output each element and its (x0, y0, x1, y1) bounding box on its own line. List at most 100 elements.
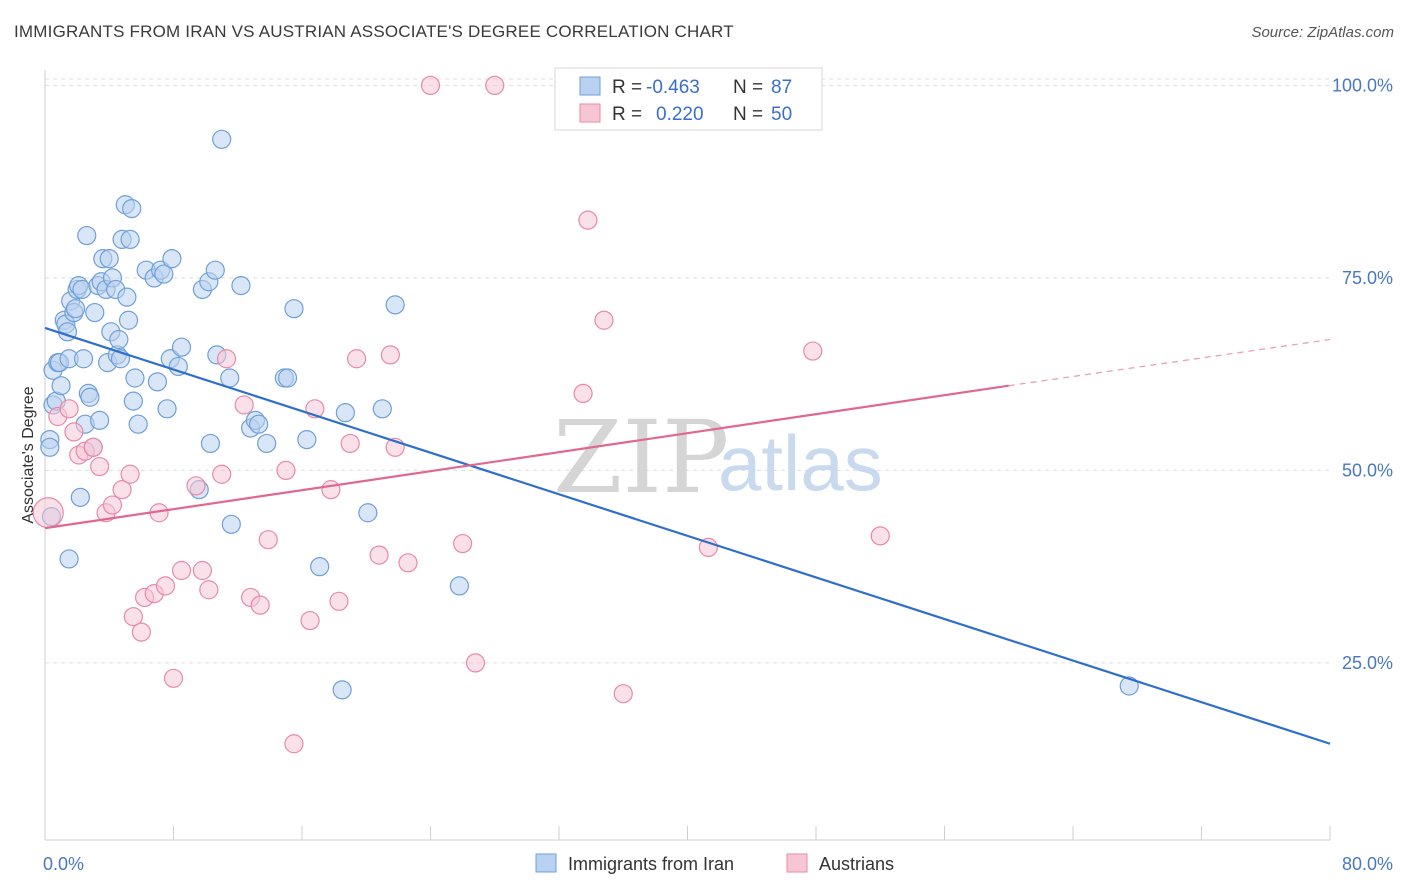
point-iran (154, 264, 174, 284)
point-iran (372, 399, 392, 419)
bottom-legend-swatch-iran (535, 853, 557, 873)
point-austrians (465, 653, 486, 673)
x-tick-label-min: 0.0% (43, 854, 84, 874)
point-austrians (340, 433, 360, 454)
y-tick-label: 50.0% (1342, 460, 1393, 480)
point-austrians (870, 526, 890, 546)
point-austrians (186, 476, 206, 496)
point-iran (122, 199, 142, 219)
point-iran (77, 225, 97, 246)
point-austrians (59, 399, 79, 419)
point-iran (147, 372, 168, 392)
point-austrians (216, 349, 237, 369)
legend-n-label-1: N = (733, 77, 763, 98)
point-iran (80, 387, 100, 407)
point-iran (85, 302, 105, 323)
point-austrians (212, 464, 232, 484)
point-austrians (102, 495, 123, 515)
point-iran (385, 295, 405, 315)
chart-title: IMMIGRANTS FROM IRAN VS AUSTRIAN ASSOCIA… (14, 22, 734, 41)
bottom-legend-swatch-austrians (786, 853, 808, 873)
gridlines (45, 78, 1330, 664)
trend-lines (44, 326, 1331, 745)
point-iran (231, 276, 251, 296)
point-iran (162, 249, 182, 269)
point-iran (335, 403, 355, 423)
point-iran (249, 414, 269, 434)
trend-line-iran (44, 326, 1331, 745)
y-tick-label: 75.0% (1342, 268, 1393, 288)
point-austrians (123, 607, 143, 627)
point-iran (221, 514, 241, 534)
data-points (32, 75, 1139, 754)
point-austrians (594, 310, 614, 330)
point-iran (220, 368, 240, 388)
point-iran (310, 557, 330, 577)
point-iran (212, 129, 232, 149)
trend-line-austrians-extension (1008, 338, 1331, 387)
point-iran (90, 410, 110, 430)
point-iran (284, 299, 304, 319)
point-iran (157, 399, 177, 419)
point-austrians (276, 460, 296, 480)
point-iran (73, 349, 94, 369)
point-iran (99, 249, 119, 269)
point-iran (277, 368, 298, 388)
x-tick-label-max: 80.0% (1342, 854, 1393, 874)
point-iran (168, 356, 188, 377)
bottom-legend-label-austrians: Austrians (819, 854, 894, 874)
y-axis-label: Associate's Degree (20, 386, 37, 523)
point-austrians (112, 480, 132, 500)
watermark: ZIP atlas (553, 399, 883, 516)
point-austrians (613, 684, 633, 704)
point-iran (205, 260, 225, 280)
watermark-atlas: atlas (718, 419, 883, 507)
point-iran (65, 299, 86, 319)
point-austrians (398, 553, 418, 573)
point-iran (120, 229, 140, 249)
point-austrians (803, 341, 823, 361)
y-tick-label: 25.0% (1342, 653, 1393, 673)
point-austrians (420, 75, 441, 96)
chart-source: Source: ZipAtlas.com (1251, 24, 1394, 41)
point-austrians (258, 530, 278, 550)
legend-swatch-blue (579, 76, 601, 96)
point-austrians (578, 210, 598, 230)
point-austrians (380, 345, 400, 365)
point-austrians (32, 497, 64, 529)
point-austrians (83, 437, 103, 457)
point-iran (109, 329, 129, 350)
tick-labels: 25.0% 50.0% 75.0% 100.0% 0.0% 80.0% (43, 75, 1393, 874)
trend-line-austrians (44, 384, 1009, 530)
y-tick-label: 100.0% (1332, 75, 1393, 95)
legend-swatch-pink (579, 103, 601, 123)
point-austrians (453, 533, 473, 554)
point-austrians (284, 734, 304, 754)
point-austrians (131, 622, 151, 642)
point-iran (332, 680, 352, 700)
point-iran (128, 414, 148, 434)
point-austrians (234, 395, 254, 415)
watermark-zip: ZIP (553, 399, 729, 516)
point-austrians (120, 464, 140, 484)
point-iran (125, 368, 145, 388)
point-austrians (329, 591, 349, 611)
point-austrians (171, 560, 192, 581)
point-iran (70, 487, 90, 507)
point-austrians (369, 545, 389, 565)
point-iran (358, 503, 378, 523)
legend-r-label-2: R = (612, 104, 642, 125)
point-iran (51, 376, 71, 396)
point-iran (117, 287, 137, 307)
point-iran (1119, 676, 1139, 696)
point-iran (40, 437, 60, 457)
point-austrians (155, 576, 176, 596)
point-iran (72, 279, 92, 300)
point-austrians (199, 580, 219, 600)
point-austrians (321, 480, 341, 500)
point-austrians (90, 456, 110, 477)
point-austrians (300, 610, 320, 631)
point-austrians (64, 422, 84, 442)
point-austrians (485, 75, 505, 96)
